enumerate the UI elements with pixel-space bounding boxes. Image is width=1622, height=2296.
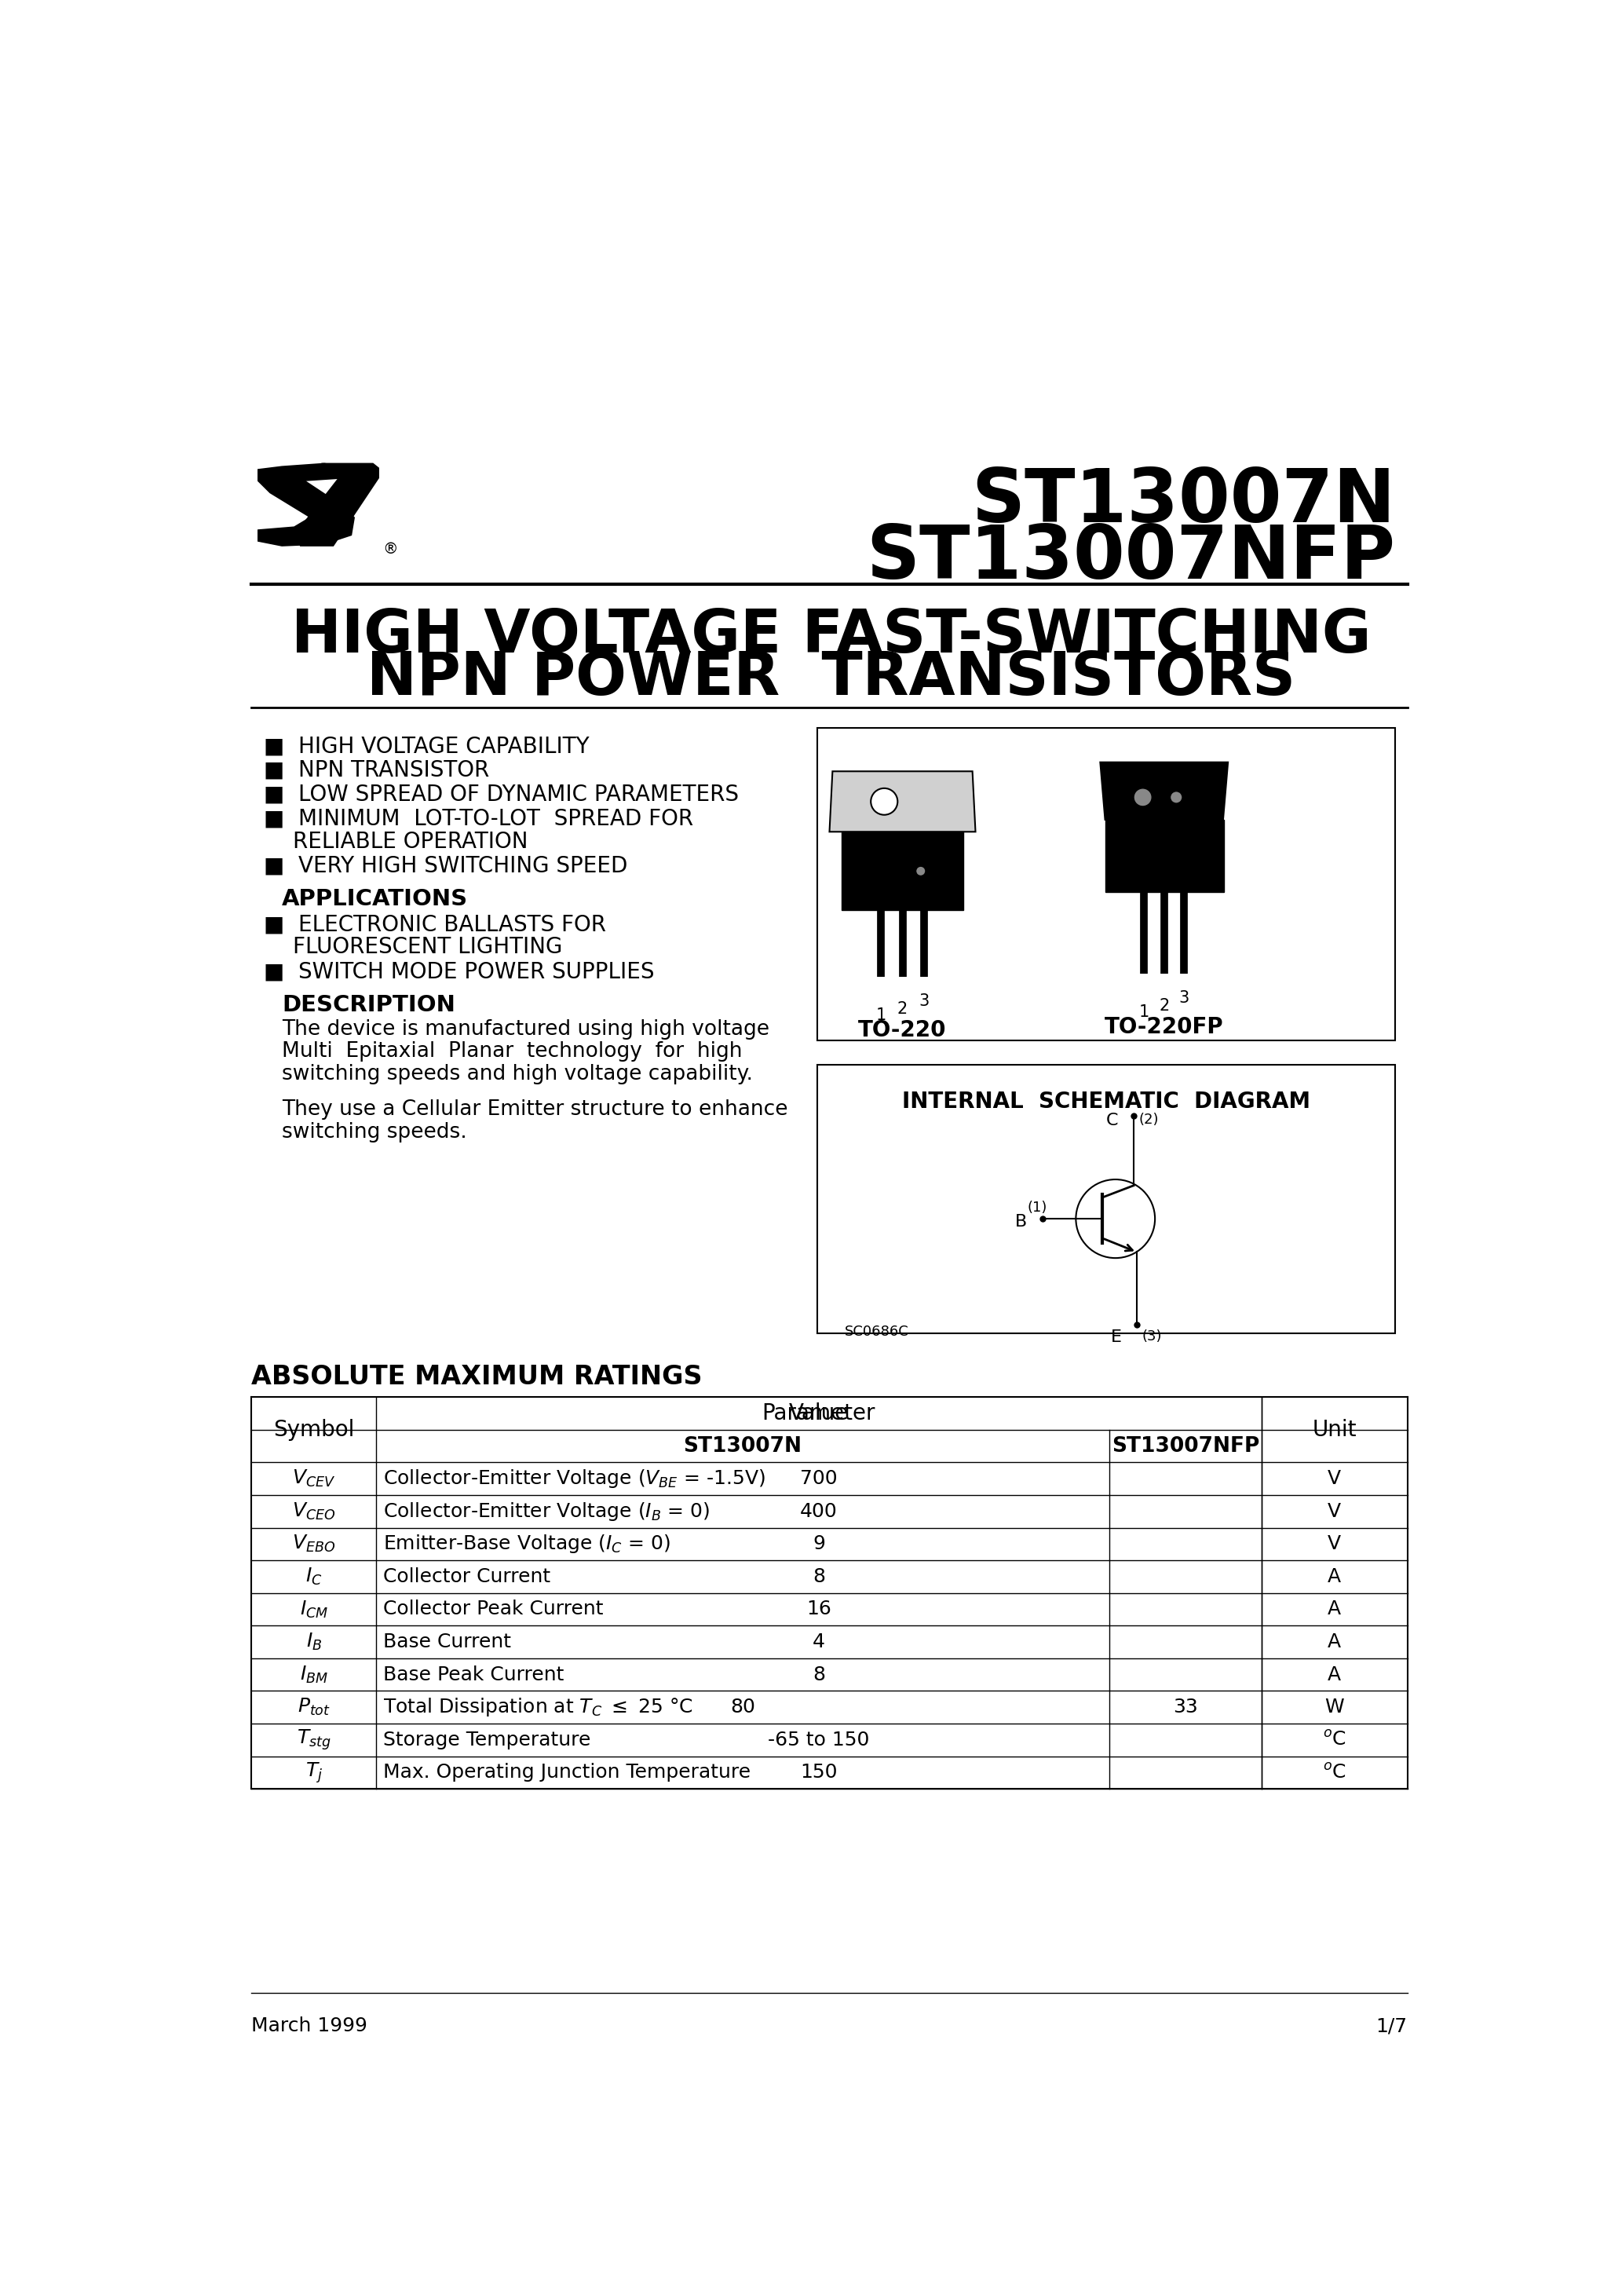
Text: B: B — [1015, 1215, 1027, 1231]
Text: $T_j$: $T_j$ — [305, 1761, 323, 1784]
Text: W: W — [1325, 1697, 1345, 1717]
Text: 150: 150 — [800, 1763, 837, 1782]
Bar — [1105, 820, 1223, 893]
Text: Total Dissipation at $T_C$ $\leq$ 25 $\degree$C: Total Dissipation at $T_C$ $\leq$ 25 $\d… — [383, 1697, 694, 1717]
Text: switching speeds and high voltage capability.: switching speeds and high voltage capabi… — [282, 1063, 753, 1084]
Text: $V_{EBO}$: $V_{EBO}$ — [292, 1534, 336, 1554]
Text: ®: ® — [383, 542, 399, 556]
Text: Storage Temperature: Storage Temperature — [383, 1731, 590, 1750]
Text: 3: 3 — [918, 994, 929, 1008]
Text: ■  LOW SPREAD OF DYNAMIC PARAMETERS: ■ LOW SPREAD OF DYNAMIC PARAMETERS — [264, 783, 738, 806]
Bar — [842, 831, 963, 912]
Text: Unit: Unit — [1312, 1419, 1356, 1442]
Text: INTERNAL  SCHEMATIC  DIAGRAM: INTERNAL SCHEMATIC DIAGRAM — [902, 1091, 1311, 1114]
Text: Max. Operating Junction Temperature: Max. Operating Junction Temperature — [383, 1763, 751, 1782]
Text: 1: 1 — [876, 1008, 886, 1022]
Text: 400: 400 — [800, 1502, 837, 1520]
Text: 16: 16 — [806, 1600, 832, 1619]
Polygon shape — [297, 464, 380, 546]
Text: ■  VERY HIGH SWITCHING SPEED: ■ VERY HIGH SWITCHING SPEED — [264, 854, 628, 877]
Circle shape — [1134, 788, 1152, 806]
Text: V: V — [1328, 1469, 1341, 1488]
Text: $I_{BM}$: $I_{BM}$ — [300, 1665, 328, 1685]
Text: Collector Current: Collector Current — [383, 1568, 551, 1587]
Text: -65 to 150: -65 to 150 — [767, 1731, 869, 1750]
Text: Collector-Emitter Voltage ($I_B$ = 0): Collector-Emitter Voltage ($I_B$ = 0) — [383, 1499, 710, 1522]
Text: 2: 2 — [897, 1001, 908, 1017]
Text: (2): (2) — [1139, 1114, 1158, 1127]
Text: 33: 33 — [1173, 1697, 1199, 1717]
Text: V: V — [1328, 1534, 1341, 1554]
Text: E: E — [1111, 1329, 1121, 1345]
Text: $V_{CEV}$: $V_{CEV}$ — [292, 1469, 336, 1490]
Text: ■  ELECTRONIC BALLASTS FOR: ■ ELECTRONIC BALLASTS FOR — [264, 914, 607, 934]
Text: 2: 2 — [1158, 999, 1169, 1015]
Polygon shape — [1100, 762, 1228, 820]
Text: (1): (1) — [1028, 1201, 1048, 1215]
Text: TO-220: TO-220 — [858, 1019, 947, 1040]
Text: A: A — [1328, 1568, 1341, 1587]
Text: $T_{stg}$: $T_{stg}$ — [297, 1729, 331, 1752]
Text: NPN POWER  TRANSISTORS: NPN POWER TRANSISTORS — [367, 650, 1296, 707]
Text: Emitter-Base Voltage ($I_C$ = 0): Emitter-Base Voltage ($I_C$ = 0) — [383, 1534, 672, 1554]
Polygon shape — [829, 771, 975, 831]
Text: C: C — [1106, 1114, 1119, 1130]
Text: ST13007N: ST13007N — [683, 1435, 801, 1456]
Text: APPLICATIONS: APPLICATIONS — [282, 889, 469, 909]
Text: $P_{tot}$: $P_{tot}$ — [297, 1697, 331, 1717]
Polygon shape — [258, 464, 355, 546]
Text: 3: 3 — [1179, 990, 1189, 1006]
Text: 700: 700 — [800, 1469, 837, 1488]
Text: V: V — [1328, 1502, 1341, 1520]
Text: $I_C$: $I_C$ — [305, 1566, 323, 1587]
Text: 1: 1 — [1139, 1003, 1150, 1019]
Text: ■  MINIMUM  LOT-TO-LOT  SPREAD FOR: ■ MINIMUM LOT-TO-LOT SPREAD FOR — [264, 808, 693, 829]
Text: Parameter: Parameter — [762, 1403, 876, 1424]
Circle shape — [1169, 792, 1182, 804]
Text: 8: 8 — [813, 1665, 826, 1683]
Text: 8: 8 — [813, 1568, 826, 1587]
Text: $^o$C: $^o$C — [1324, 1731, 1346, 1750]
Text: The device is manufactured using high voltage: The device is manufactured using high vo… — [282, 1019, 769, 1040]
Text: ST13007NFP: ST13007NFP — [1111, 1435, 1259, 1456]
Text: Base Peak Current: Base Peak Current — [383, 1665, 564, 1683]
Text: March 1999: March 1999 — [251, 2016, 368, 2037]
Circle shape — [916, 866, 926, 875]
Text: 4: 4 — [813, 1632, 826, 1651]
Text: FLUORESCENT LIGHTING: FLUORESCENT LIGHTING — [294, 937, 563, 957]
Text: ST13007N: ST13007N — [972, 466, 1395, 537]
Text: DESCRIPTION: DESCRIPTION — [282, 994, 456, 1015]
Text: Symbol: Symbol — [272, 1419, 354, 1442]
Text: 1/7: 1/7 — [1375, 2016, 1408, 2037]
Text: ABSOLUTE MAXIMUM RATINGS: ABSOLUTE MAXIMUM RATINGS — [251, 1364, 702, 1389]
Text: $I_{CM}$: $I_{CM}$ — [300, 1598, 328, 1619]
Text: ■  HIGH VOLTAGE CAPABILITY: ■ HIGH VOLTAGE CAPABILITY — [264, 735, 589, 758]
Text: switching speeds.: switching speeds. — [282, 1123, 467, 1143]
Bar — [817, 728, 1395, 1040]
Text: 9: 9 — [813, 1534, 826, 1554]
Text: TO-220FP: TO-220FP — [1105, 1017, 1223, 1038]
Circle shape — [871, 788, 897, 815]
Text: ST13007NFP: ST13007NFP — [866, 521, 1395, 595]
Text: RELIABLE OPERATION: RELIABLE OPERATION — [294, 831, 527, 852]
Text: 80: 80 — [730, 1697, 756, 1717]
Text: Collector Peak Current: Collector Peak Current — [383, 1600, 603, 1619]
Text: SC0686C: SC0686C — [845, 1325, 908, 1339]
Text: A: A — [1328, 1600, 1341, 1619]
Bar — [817, 1065, 1395, 1334]
Text: Collector-Emitter Voltage ($V_{BE}$ = -1.5V): Collector-Emitter Voltage ($V_{BE}$ = -1… — [383, 1467, 766, 1490]
Text: $I_B$: $I_B$ — [307, 1632, 321, 1653]
Text: $^o$C: $^o$C — [1324, 1763, 1346, 1782]
Text: Base Current: Base Current — [383, 1632, 511, 1651]
Text: ■  SWITCH MODE POWER SUPPLIES: ■ SWITCH MODE POWER SUPPLIES — [264, 960, 654, 983]
Text: HIGH VOLTAGE FAST-SWITCHING: HIGH VOLTAGE FAST-SWITCHING — [292, 606, 1371, 666]
Text: A: A — [1328, 1665, 1341, 1683]
Text: Multi  Epitaxial  Planar  technology  for  high: Multi Epitaxial Planar technology for hi… — [282, 1042, 743, 1063]
Text: They use a Cellular Emitter structure to enhance: They use a Cellular Emitter structure to… — [282, 1100, 788, 1120]
Text: ■  NPN TRANSISTOR: ■ NPN TRANSISTOR — [264, 760, 490, 781]
Text: $V_{CEO}$: $V_{CEO}$ — [292, 1502, 336, 1522]
Text: A: A — [1328, 1632, 1341, 1651]
Text: (3): (3) — [1142, 1329, 1161, 1343]
Text: Value: Value — [788, 1403, 848, 1424]
